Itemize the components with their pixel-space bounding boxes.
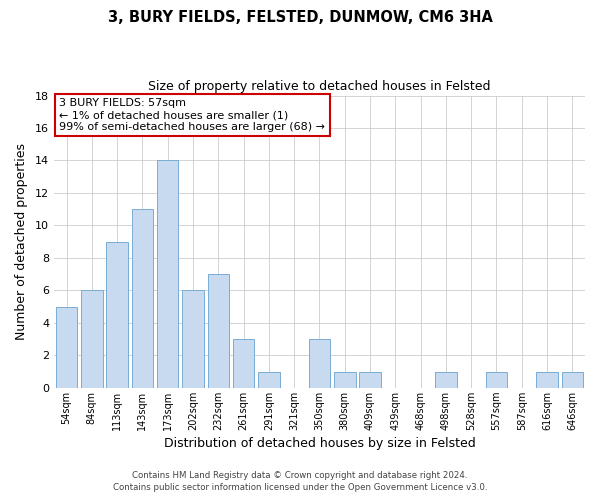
Bar bbox=[81, 290, 103, 388]
Bar bbox=[182, 290, 204, 388]
Bar bbox=[334, 372, 356, 388]
Bar bbox=[536, 372, 558, 388]
Bar bbox=[562, 372, 583, 388]
Bar bbox=[359, 372, 381, 388]
Bar bbox=[157, 160, 178, 388]
Bar bbox=[131, 209, 153, 388]
Text: Contains HM Land Registry data © Crown copyright and database right 2024.
Contai: Contains HM Land Registry data © Crown c… bbox=[113, 471, 487, 492]
Text: 3, BURY FIELDS, FELSTED, DUNMOW, CM6 3HA: 3, BURY FIELDS, FELSTED, DUNMOW, CM6 3HA bbox=[107, 10, 493, 25]
X-axis label: Distribution of detached houses by size in Felsted: Distribution of detached houses by size … bbox=[164, 437, 475, 450]
Y-axis label: Number of detached properties: Number of detached properties bbox=[15, 143, 28, 340]
Bar bbox=[233, 339, 254, 388]
Bar bbox=[435, 372, 457, 388]
Bar bbox=[309, 339, 330, 388]
Bar bbox=[208, 274, 229, 388]
Text: 3 BURY FIELDS: 57sqm
← 1% of detached houses are smaller (1)
99% of semi-detache: 3 BURY FIELDS: 57sqm ← 1% of detached ho… bbox=[59, 98, 325, 132]
Bar bbox=[106, 242, 128, 388]
Bar bbox=[56, 306, 77, 388]
Bar bbox=[258, 372, 280, 388]
Title: Size of property relative to detached houses in Felsted: Size of property relative to detached ho… bbox=[148, 80, 491, 93]
Bar bbox=[486, 372, 507, 388]
